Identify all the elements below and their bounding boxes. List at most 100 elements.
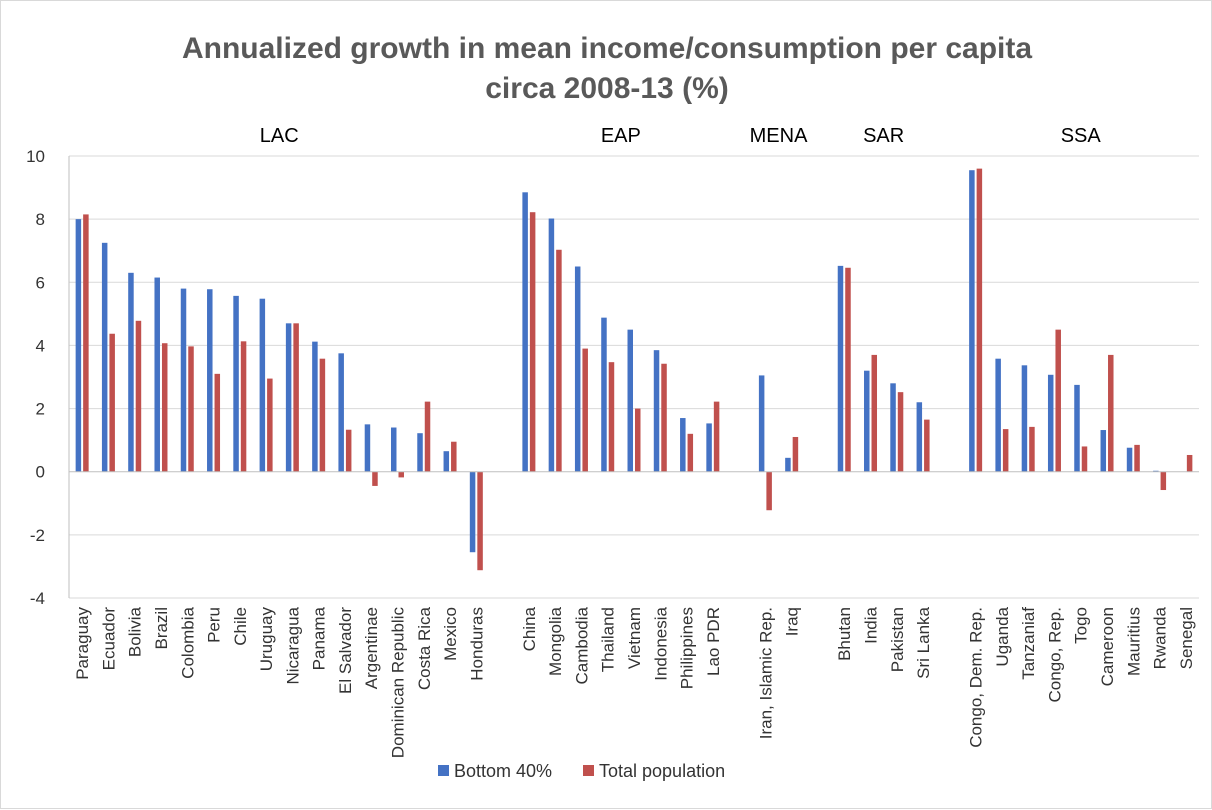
category-label: Colombia <box>178 606 197 678</box>
category-label: Lao PDR <box>704 607 723 676</box>
bar-bottom-40 <box>75 219 82 472</box>
category-label: Peru <box>205 607 224 643</box>
bar-total-population <box>188 346 194 472</box>
bar-bottom-40 <box>522 192 528 472</box>
y-tick-label: 0 <box>36 463 45 482</box>
category-label: Congo, Dem. Rep. <box>967 607 986 748</box>
category-label: Thailand <box>599 607 618 672</box>
region-label: LAC <box>260 125 299 147</box>
legend-label-bottom-40: Bottom 40% <box>454 761 552 781</box>
bar-total-population <box>582 348 588 472</box>
bar-bottom-40 <box>417 433 423 472</box>
bar-bottom-40 <box>916 402 923 472</box>
bar-total-population <box>792 436 799 472</box>
bar-total-population <box>424 401 431 472</box>
bar-bottom-40 <box>1074 384 1080 472</box>
bar-total-population <box>267 378 273 472</box>
bar-total-population <box>451 441 457 472</box>
category-label: Rwanda <box>1151 606 1170 669</box>
chart-title-line-1: Annualized growth in mean income/consump… <box>182 32 1032 65</box>
bar-total-population <box>477 471 483 571</box>
bar-total-population <box>161 343 168 472</box>
bar-total-population <box>1160 471 1167 491</box>
bar-bottom-40 <box>653 350 660 472</box>
category-label: Tanzaniaf <box>1019 607 1038 680</box>
bar-bottom-40 <box>154 277 160 472</box>
bar-total-population <box>529 212 536 472</box>
bar-bottom-40 <box>233 295 239 472</box>
bar-bottom-40 <box>548 218 555 472</box>
category-label: Paraguay <box>73 607 92 680</box>
category-label: Costa Rica <box>415 606 434 690</box>
category-label: Togo <box>1072 607 1091 644</box>
category-label: El Salvador <box>336 607 355 694</box>
bar-total-population <box>661 363 667 472</box>
bar-total-population <box>635 408 641 472</box>
category-label: Brazil <box>152 607 171 650</box>
bar-total-population <box>924 419 930 472</box>
bar-bottom-40 <box>837 265 844 472</box>
category-label: Iran, Islamic Rep. <box>756 607 775 739</box>
bar-bottom-40 <box>680 418 686 472</box>
category-label: Senegal <box>1177 607 1196 669</box>
category-label: Dominican Republic <box>388 607 407 759</box>
category-label: Cambodia <box>572 606 591 684</box>
y-tick-label: 8 <box>36 210 45 229</box>
bar-bottom-40 <box>706 423 712 472</box>
bar-bottom-40 <box>1126 447 1133 472</box>
bar-bottom-40 <box>1100 430 1107 472</box>
bar-bottom-40 <box>443 451 450 472</box>
bar-total-population <box>83 214 89 472</box>
y-tick-label: -2 <box>30 526 45 545</box>
bar-total-population <box>135 320 142 472</box>
bar-bottom-40 <box>259 298 266 472</box>
category-label: Pakistan <box>888 607 907 672</box>
bar-bottom-40 <box>207 289 213 472</box>
category-label: India <box>862 606 881 643</box>
bar-bottom-40 <box>180 288 187 472</box>
region-label: SAR <box>863 125 904 147</box>
category-label: Bhutan <box>835 607 854 661</box>
bar-total-population <box>871 354 878 472</box>
bar-bottom-40 <box>101 242 108 472</box>
category-label: Honduras <box>467 607 486 681</box>
bar-bottom-40 <box>574 266 581 472</box>
bar-bottom-40 <box>864 370 870 472</box>
category-label: China <box>520 606 539 651</box>
y-tick-label: 10 <box>26 147 45 166</box>
category-label: Sri Lanka <box>914 606 933 678</box>
bar-total-population <box>1002 429 1009 472</box>
bar-bottom-40 <box>128 272 134 472</box>
category-label: Philippines <box>678 607 697 689</box>
bar-total-population <box>372 471 378 486</box>
bar-total-population <box>1055 329 1061 472</box>
bar-bottom-40 <box>285 323 292 472</box>
bar-bottom-40 <box>469 471 476 553</box>
category-label: Chile <box>231 607 250 646</box>
y-tick-label: 2 <box>36 400 45 419</box>
region-label: SSA <box>1061 125 1102 147</box>
bar-total-population <box>398 471 404 478</box>
legend-label-total-population: Total population <box>599 761 725 781</box>
legend-swatch-bottom-40 <box>438 765 449 776</box>
bar-bottom-40 <box>312 341 318 472</box>
category-label: Vietnam <box>625 607 644 669</box>
y-tick-label: -4 <box>30 589 45 608</box>
category-label: Uruguay <box>257 607 276 672</box>
category-label: Argentinae <box>362 607 381 689</box>
bar-bottom-40 <box>1047 374 1054 472</box>
category-label: Nicaragua <box>283 606 302 684</box>
bar-bottom-40 <box>338 353 344 472</box>
bar-bottom-40 <box>364 424 371 472</box>
bar-total-population <box>1134 444 1140 472</box>
category-label: Cameroon <box>1098 607 1117 686</box>
bar-total-population <box>713 401 720 472</box>
bar-bottom-40 <box>390 427 397 472</box>
bar-bottom-40 <box>785 457 791 472</box>
category-label: Uganda <box>993 606 1012 666</box>
y-tick-label: 4 <box>36 336 45 355</box>
bar-total-population <box>976 168 983 472</box>
category-label: Iraq <box>783 607 802 636</box>
category-label: Bolivia <box>126 606 145 657</box>
bar-total-population <box>109 333 115 472</box>
